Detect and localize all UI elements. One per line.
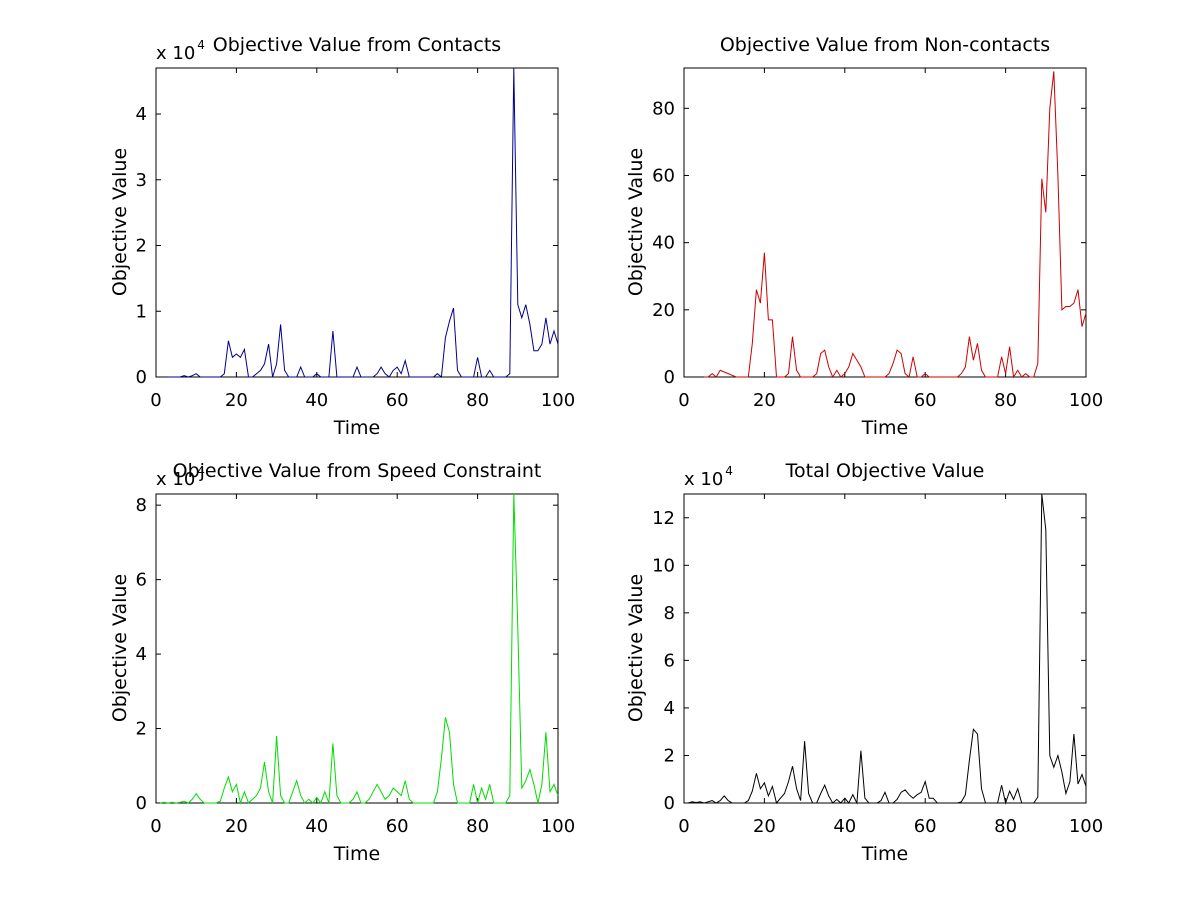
plot-area <box>683 493 1087 804</box>
y-multiplier-exponent: 4 <box>197 38 205 52</box>
y-tick-label: 3 <box>136 170 147 191</box>
y-tick-label: 1 <box>136 301 147 322</box>
y-multiplier: x 10 4 <box>684 464 733 490</box>
chart-title: Objective Value from Contacts <box>213 34 501 56</box>
x-tick-label: 100 <box>1069 390 1103 411</box>
y-tick-label: 8 <box>664 603 675 624</box>
series-line <box>687 493 1087 805</box>
plot-area <box>155 493 559 804</box>
y-axis-label: Objective Value <box>109 148 131 296</box>
y-multiplier: x 10 4 <box>156 38 205 64</box>
plot-area <box>683 67 1087 378</box>
x-tick-label: 20 <box>225 816 248 837</box>
y-tick-label: 0 <box>664 367 675 388</box>
plot-area <box>155 67 559 378</box>
x-tick-label: 100 <box>541 816 575 837</box>
y-tick-label: 60 <box>652 165 675 186</box>
y-tick-label: 2 <box>136 719 147 740</box>
subplot-non-contacts: 0 20 40 60 80 100 0 20 40 60 80 Objective Value fr… <box>625 34 1103 439</box>
y-axis-label: Objective Value <box>109 574 131 722</box>
y-multiplier-base: x 10 <box>156 43 195 64</box>
y-tick-label: 6 <box>664 650 675 671</box>
x-tick-label: 60 <box>914 390 937 411</box>
x-tick-label: 80 <box>466 390 489 411</box>
y-tick-label: 6 <box>136 570 147 591</box>
series-line <box>704 71 1087 379</box>
x-tick-label: 60 <box>386 390 409 411</box>
y-tick-label: 4 <box>136 644 147 665</box>
tick-labels: 0 20 40 60 80 100 0 1 2 3 4 <box>136 104 576 411</box>
x-tick-label: 0 <box>150 390 161 411</box>
x-tick-label: 40 <box>833 816 856 837</box>
chart-title: Objective Value from Speed Constraint <box>173 460 542 482</box>
ticks <box>155 68 559 378</box>
y-tick-label: 80 <box>652 98 675 119</box>
tick-labels: 0 20 40 60 80 100 0 2 4 6 8 10 12 <box>652 508 1103 837</box>
x-tick-label: 80 <box>994 816 1017 837</box>
subplot-contacts: 0 20 40 60 80 100 0 1 2 3 4 Objective Value from C… <box>109 34 575 439</box>
y-tick-label: 0 <box>664 793 675 814</box>
y-tick-label: 4 <box>664 698 675 719</box>
y-multiplier-base: x 10 <box>684 469 723 490</box>
y-multiplier-exponent: 4 <box>197 464 205 478</box>
y-tick-label: 40 <box>652 233 675 254</box>
y-multiplier: x 10 4 <box>156 464 205 490</box>
x-tick-label: 60 <box>914 816 937 837</box>
y-axis-label: Objective Value <box>625 148 647 296</box>
y-tick-label: 2 <box>664 745 675 766</box>
y-tick-label: 0 <box>136 367 147 388</box>
y-tick-label: 8 <box>136 495 147 516</box>
y-tick-label: 12 <box>652 508 675 529</box>
ticks <box>683 494 1087 804</box>
y-multiplier-exponent: 4 <box>725 464 733 478</box>
ticks <box>683 68 1087 378</box>
x-tick-label: 40 <box>833 390 856 411</box>
x-tick-label: 100 <box>1069 816 1103 837</box>
y-tick-label: 0 <box>136 793 147 814</box>
tick-labels: 0 20 40 60 80 100 0 20 40 60 80 <box>652 98 1103 411</box>
y-tick-label: 10 <box>652 555 675 576</box>
subplot-total: 0 20 40 60 80 100 0 2 4 6 8 10 12 Total Objective Va… <box>625 460 1103 865</box>
chart-title: Total Objective Value <box>785 460 985 482</box>
y-axis-label: Objective Value <box>625 574 647 722</box>
x-tick-label: 20 <box>753 390 776 411</box>
x-tick-label: 20 <box>753 816 776 837</box>
tick-labels: 0 20 40 60 80 100 0 2 4 6 8 <box>136 495 576 837</box>
x-axis-label: Time <box>861 843 909 865</box>
y-multiplier-base: x 10 <box>156 469 195 490</box>
x-tick-label: 80 <box>466 816 489 837</box>
series-line <box>168 67 559 378</box>
y-tick-label: 2 <box>136 236 147 257</box>
x-tick-label: 60 <box>386 816 409 837</box>
ticks <box>155 494 559 804</box>
y-tick-label: 4 <box>136 104 147 125</box>
x-tick-label: 0 <box>678 390 689 411</box>
x-tick-label: 100 <box>541 390 575 411</box>
y-tick-label: 20 <box>652 300 675 321</box>
x-tick-label: 20 <box>225 390 248 411</box>
x-tick-label: 0 <box>150 816 161 837</box>
chart-title: Objective Value from Non-contacts <box>720 34 1050 56</box>
x-tick-label: 0 <box>678 816 689 837</box>
x-axis-label: Time <box>861 417 909 439</box>
x-tick-label: 40 <box>305 816 328 837</box>
x-tick-label: 80 <box>994 390 1017 411</box>
series-line <box>159 493 559 805</box>
x-tick-label: 40 <box>305 390 328 411</box>
x-axis-label: Time <box>333 417 381 439</box>
x-axis-label: Time <box>333 843 381 865</box>
